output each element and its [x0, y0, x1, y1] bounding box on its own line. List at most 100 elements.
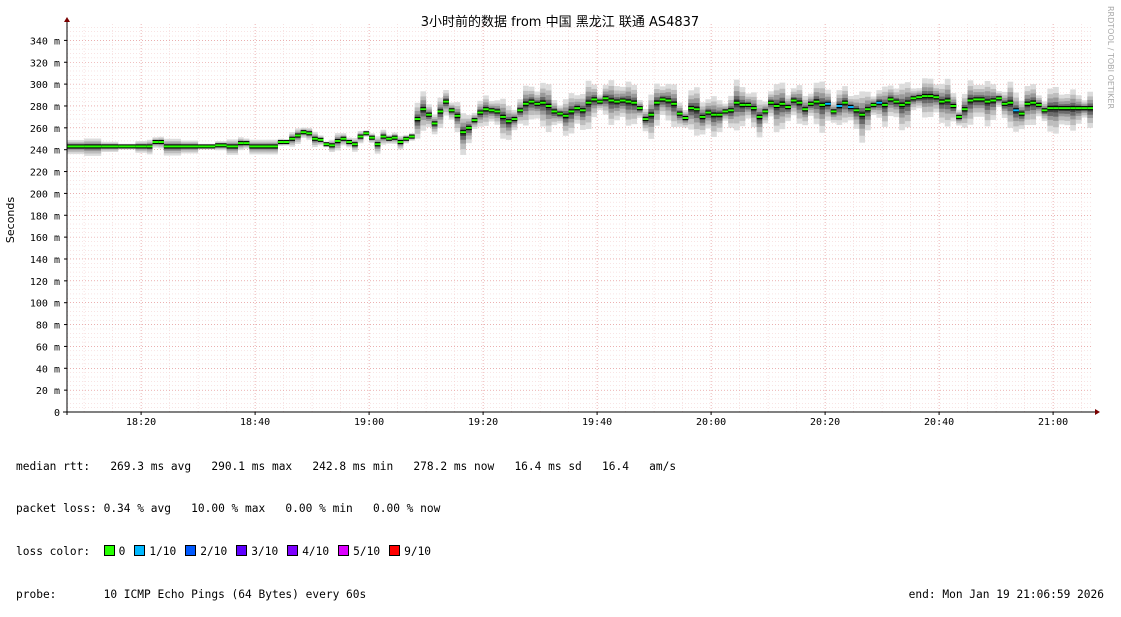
median-point — [614, 100, 620, 103]
median-point — [158, 141, 164, 144]
median-point — [380, 135, 387, 138]
y-axis-arrow — [64, 17, 70, 22]
stats-legend: median rtt: 269.3 ms avg 290.1 ms max 24… — [16, 431, 1116, 617]
smokeping-chart: 3小时前的数据 from 中国 黑龙江 联通 AS4837 Seconds RR… — [4, 6, 1115, 428]
median-point — [768, 101, 774, 104]
median-point — [363, 132, 370, 135]
median-point — [545, 104, 552, 107]
loss-color-swatch — [103, 545, 115, 557]
median-point — [517, 109, 523, 112]
loss-color-label: loss color: — [16, 545, 91, 559]
median-point — [825, 102, 831, 105]
packet-loss-row: packet loss: 0.34 % avg 10.00 % max 0.00… — [16, 502, 1116, 516]
median-point — [511, 118, 518, 121]
median-point — [847, 106, 854, 109]
x-tick-label: 18:40 — [240, 417, 270, 428]
median-point — [904, 101, 911, 104]
loss-color-swatch-label: 3/10 — [251, 545, 279, 559]
median-point — [1007, 101, 1014, 104]
median-point — [654, 101, 660, 104]
median-point — [887, 98, 894, 101]
median-point — [939, 100, 945, 103]
median-point — [591, 98, 598, 101]
median-point — [283, 141, 290, 144]
median-point — [346, 141, 352, 144]
x-tick-label: 19:20 — [468, 417, 498, 428]
loss-color-swatch — [389, 545, 401, 557]
median-point — [523, 102, 529, 105]
y-tick-label: 0 — [54, 408, 60, 419]
median-point — [796, 101, 803, 104]
x-tick-label: 20:40 — [924, 417, 954, 428]
median-point — [551, 110, 558, 113]
median-point — [226, 145, 238, 148]
chart-axes — [63, 17, 1100, 415]
loss-color-item: 9/10 — [389, 545, 431, 559]
median-point — [973, 98, 979, 101]
median-point — [243, 142, 250, 145]
median-point — [409, 135, 415, 138]
median-point — [266, 145, 278, 148]
median-point — [300, 131, 307, 134]
x-tick-labels: 18:20 18:40 19:00 19:20 19:40 20:00 20:20 20:40… — [126, 412, 1068, 428]
median-point — [1047, 107, 1054, 110]
loss-color-swatch — [134, 545, 146, 557]
median-point — [540, 101, 546, 104]
packet-loss-values: 0.34 % avg 10.00 % max 0.00 % min 0.00 %… — [103, 502, 441, 516]
median-point — [1064, 107, 1071, 110]
median-point — [893, 100, 900, 103]
y-axis-label: Seconds — [4, 197, 17, 243]
y-tick-label: 180 m — [30, 211, 60, 222]
loss-color-swatch — [338, 545, 350, 557]
loss-color-swatch-label: 5/10 — [353, 545, 381, 559]
median-point — [397, 141, 404, 144]
median-point — [460, 131, 466, 134]
y-tick-label: 260 m — [30, 124, 60, 135]
median-point — [1087, 107, 1093, 110]
median-point — [312, 137, 318, 140]
median-point — [745, 103, 751, 106]
y-tick-label: 20 m — [36, 386, 60, 397]
y-tick-label: 240 m — [30, 146, 60, 157]
median-point — [762, 110, 769, 113]
loss-color-swatch — [185, 545, 197, 557]
x-tick-label: 21:00 — [1038, 417, 1068, 428]
median-point — [352, 143, 358, 146]
median-point — [437, 110, 444, 113]
median-point — [631, 101, 637, 104]
median-point — [882, 103, 888, 106]
median-point — [340, 137, 347, 140]
median-point — [933, 96, 940, 99]
median-point — [181, 145, 199, 148]
median-point — [215, 144, 227, 147]
median-point — [534, 102, 541, 105]
median-point — [471, 119, 478, 122]
median-point — [1041, 109, 1048, 112]
median-point — [580, 109, 586, 112]
median-point — [1018, 112, 1025, 115]
loss-color-swatch-label: 9/10 — [404, 545, 432, 559]
median-point — [694, 108, 700, 111]
loss-color-swatch — [236, 545, 248, 557]
median-point — [922, 95, 928, 98]
median-point — [665, 99, 672, 102]
loss-color-swatch-label: 2/10 — [200, 545, 228, 559]
median-point — [916, 96, 922, 99]
median-point — [756, 115, 763, 118]
y-tick-label: 280 m — [30, 102, 60, 113]
median-point — [562, 114, 569, 117]
x-tick-label: 19:00 — [354, 417, 384, 428]
x-tick-label: 20:20 — [810, 417, 840, 428]
median-point — [488, 109, 495, 112]
loss-color-swatch-label: 0 — [118, 545, 126, 559]
median-point — [728, 109, 734, 112]
median-point — [1030, 101, 1036, 104]
median-point — [443, 100, 449, 103]
median-point — [585, 101, 592, 104]
median-point — [101, 145, 119, 148]
median-point — [711, 113, 717, 116]
median-rtt-label: median rtt: — [16, 459, 91, 473]
loss-color-swatches: 0 1/10 2/10 3/10 4/10 5/10 9/10 — [103, 545, 440, 559]
median-point — [625, 100, 632, 103]
x-tick-label: 20:00 — [696, 417, 726, 428]
